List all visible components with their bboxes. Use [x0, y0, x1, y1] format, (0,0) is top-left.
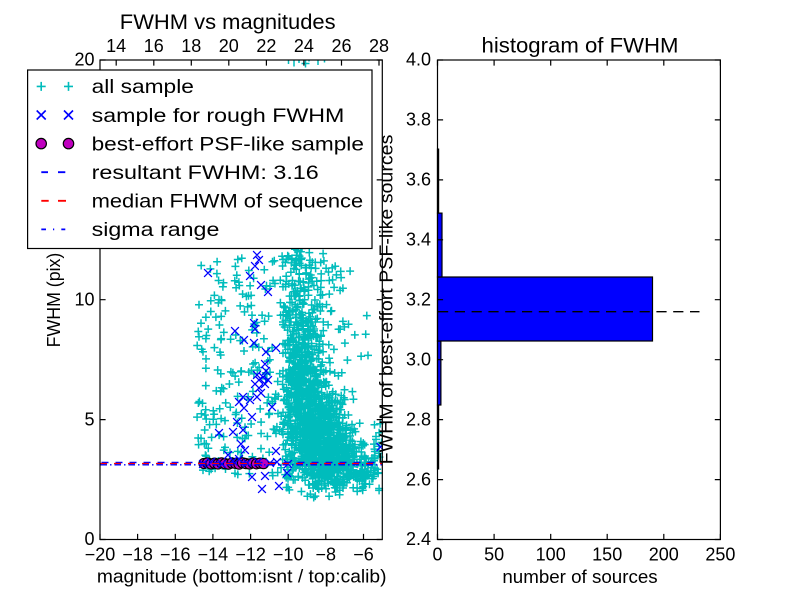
svg-text:−6: −6 [353, 544, 374, 564]
svg-text:16: 16 [144, 36, 164, 56]
svg-text:magnitude (bottom:isnt / top:c: magnitude (bottom:isnt / top:calib) [97, 566, 387, 586]
svg-text:2.4: 2.4 [406, 529, 431, 549]
svg-text:2.6: 2.6 [406, 469, 431, 489]
svg-text:−12: −12 [235, 544, 266, 564]
svg-text:100: 100 [536, 544, 566, 564]
svg-text:−10: −10 [273, 544, 304, 564]
svg-text:0: 0 [84, 529, 94, 549]
svg-text:26: 26 [331, 36, 351, 56]
svg-text:FWHM of best-effort PSF-like s: FWHM of best-effort PSF-like sources [377, 135, 397, 465]
svg-text:3.6: 3.6 [406, 170, 431, 190]
svg-text:histogram of FWHM: histogram of FWHM [482, 34, 679, 57]
svg-text:28: 28 [369, 36, 389, 56]
svg-text:20: 20 [74, 50, 94, 70]
svg-text:3.8: 3.8 [406, 110, 431, 130]
svg-text:3.2: 3.2 [406, 289, 431, 309]
svg-text:250: 250 [705, 544, 735, 564]
svg-text:best-effort PSF-like sample: best-effort PSF-like sample [92, 133, 364, 155]
svg-text:22: 22 [256, 36, 276, 56]
svg-text:resultant FWHM: 3.16: resultant FWHM: 3.16 [92, 162, 319, 184]
svg-text:4.0: 4.0 [406, 50, 431, 70]
svg-text:−14: −14 [198, 544, 229, 564]
svg-text:50: 50 [484, 544, 504, 564]
svg-text:3.0: 3.0 [406, 349, 431, 369]
svg-text:median FHWM of sequence: median FHWM of sequence [92, 191, 364, 213]
svg-text:−18: −18 [122, 544, 153, 564]
svg-text:5: 5 [84, 409, 94, 429]
svg-text:200: 200 [649, 544, 679, 564]
svg-text:sigma range: sigma range [92, 219, 220, 241]
svg-text:FWHM vs magnitudes: FWHM vs magnitudes [120, 11, 336, 34]
svg-text:10: 10 [74, 289, 94, 309]
svg-text:all sample: all sample [92, 76, 194, 98]
svg-text:24: 24 [294, 36, 314, 56]
svg-text:−16: −16 [160, 544, 191, 564]
svg-text:−8: −8 [316, 544, 337, 564]
svg-text:FWHM (pix): FWHM (pix) [44, 253, 64, 348]
svg-text:2.8: 2.8 [406, 409, 431, 429]
svg-text:sample for rough FWHM: sample for rough FWHM [92, 105, 345, 127]
svg-text:−20: −20 [85, 544, 116, 564]
svg-text:20: 20 [219, 36, 239, 56]
svg-text:14: 14 [106, 36, 126, 56]
svg-text:number of sources: number of sources [502, 567, 657, 587]
svg-text:150: 150 [592, 544, 622, 564]
svg-text:0: 0 [432, 544, 442, 564]
svg-text:18: 18 [181, 36, 201, 56]
svg-text:3.4: 3.4 [406, 230, 431, 250]
